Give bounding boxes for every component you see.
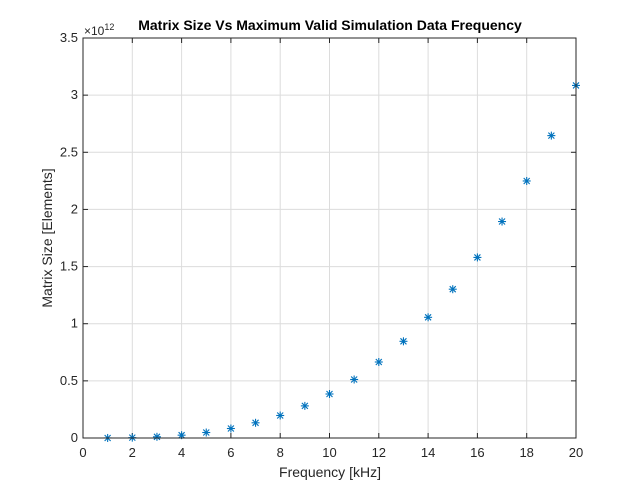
y-tick-label: 2.5 xyxy=(60,144,78,159)
data-point xyxy=(276,411,285,420)
x-tick-label: 12 xyxy=(372,445,386,460)
data-point xyxy=(226,424,235,433)
y-axis-label: Matrix Size [Elements] xyxy=(39,168,55,307)
y-tick-label: 1.5 xyxy=(60,259,78,274)
data-point xyxy=(498,217,507,226)
x-tick-label: 0 xyxy=(79,445,86,460)
chart-title: Matrix Size Vs Maximum Valid Simulation … xyxy=(138,17,522,33)
y-tick-label: 0.5 xyxy=(60,373,78,388)
data-point xyxy=(300,401,309,410)
data-point xyxy=(325,390,334,398)
x-tick-label: 8 xyxy=(277,445,284,460)
y-exponent-base: ×10 xyxy=(84,24,105,38)
x-tick-label: 14 xyxy=(421,445,435,460)
data-point xyxy=(374,358,383,366)
y-exponent-power: 12 xyxy=(104,22,114,32)
y-tick-label: 2 xyxy=(71,201,78,216)
plot-frame xyxy=(82,37,577,439)
y-tick-label: 3 xyxy=(71,87,78,102)
x-tick-label: 10 xyxy=(322,445,336,460)
data-point xyxy=(547,131,556,140)
x-tick-label: 2 xyxy=(129,445,136,460)
x-tick-labels: 0 2 4 6 8 10 12 14 16 18 20 xyxy=(79,445,583,460)
x-tick-label: 20 xyxy=(569,445,583,460)
x-tick-label: 16 xyxy=(470,445,484,460)
data-point xyxy=(350,375,359,384)
x-axis-label: Frequency [kHz] xyxy=(279,464,381,480)
data-point xyxy=(473,253,482,262)
data-point xyxy=(251,418,260,427)
x-tick-label: 18 xyxy=(519,445,533,460)
data-point xyxy=(152,432,161,441)
data-point xyxy=(424,313,433,322)
y-tick-labels: 0 0.5 1 1.5 2 2.5 3 3.5 xyxy=(60,30,78,445)
y-exponent-label: ×1012 xyxy=(84,22,114,38)
x-tick-label: 6 xyxy=(227,445,234,460)
data-point xyxy=(202,428,211,437)
data-point xyxy=(522,176,531,185)
y-tick-label: 3.5 xyxy=(60,30,78,45)
data-point xyxy=(399,337,408,346)
data-point xyxy=(448,285,457,294)
y-tick-label: 1 xyxy=(71,316,78,331)
x-tick-label: 4 xyxy=(178,445,185,460)
y-tick-label: 0 xyxy=(71,430,78,445)
